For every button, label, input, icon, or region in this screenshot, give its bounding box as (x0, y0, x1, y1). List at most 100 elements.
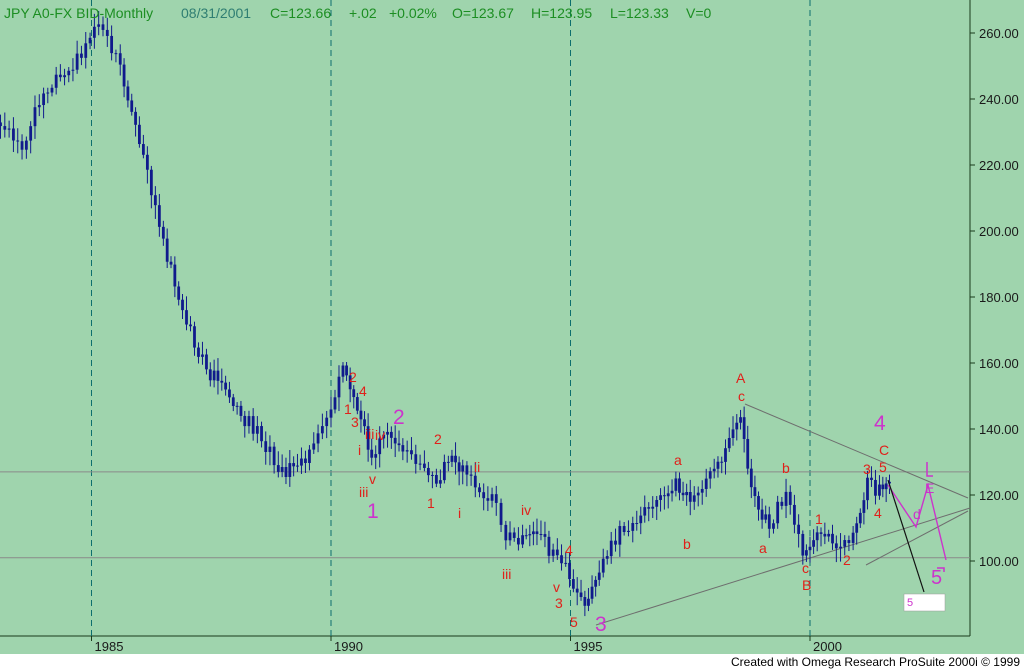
candle (735, 414, 739, 441)
wave-label: iii (365, 426, 374, 442)
plot-background (0, 0, 970, 636)
candle (288, 450, 292, 487)
wave-label-minor: d (913, 506, 921, 522)
candle (674, 471, 678, 497)
candle (662, 486, 666, 510)
wave-label: v (369, 471, 376, 487)
candle (169, 256, 173, 269)
candle (457, 456, 461, 486)
candle (405, 440, 409, 463)
candle (727, 427, 731, 452)
candle (531, 521, 535, 546)
candle (575, 577, 579, 606)
x-tick-label: 1995 (574, 639, 603, 654)
candle (461, 459, 465, 485)
candle (177, 281, 181, 306)
candle (878, 475, 881, 500)
header-date: 08/31/2001 (181, 5, 251, 21)
candle (881, 476, 885, 498)
candle (29, 121, 33, 154)
candle (465, 461, 469, 487)
wave-label: 1 (427, 495, 435, 511)
candle (805, 544, 808, 562)
credit-text: Created with Omega Research ProSuite 200… (731, 655, 1020, 669)
candle (767, 506, 771, 538)
candle (834, 535, 838, 563)
candle (33, 95, 37, 139)
candle (46, 87, 50, 104)
trend-line (744, 403, 969, 499)
candles (0, 11, 891, 617)
wave-label: i (358, 442, 361, 458)
header-symbol: JPY A0-FX BID-Monthly (4, 5, 153, 21)
y-tick-label: 180.00 (979, 290, 1019, 305)
candle (418, 454, 422, 471)
candle (386, 422, 389, 448)
candle (320, 413, 324, 440)
candle (80, 45, 83, 66)
candle (382, 431, 386, 449)
candle (454, 442, 457, 475)
candle (858, 508, 862, 528)
y-tick-label: 120.00 (979, 488, 1019, 503)
candle (666, 485, 670, 509)
candle (490, 487, 494, 508)
candle (819, 527, 823, 547)
y-tick-label: 100.00 (979, 554, 1019, 569)
candle (739, 409, 742, 430)
candle (393, 425, 397, 458)
wave-label: 3 (351, 414, 359, 430)
candle (831, 524, 834, 550)
candle (685, 483, 689, 506)
candle (374, 445, 378, 470)
header-change-pct: +0.02% (389, 5, 437, 21)
candle (442, 454, 446, 484)
candle (264, 431, 268, 465)
candle (110, 25, 114, 61)
candle (866, 470, 869, 510)
candle (839, 533, 842, 562)
candle (193, 321, 196, 356)
candle (521, 524, 524, 549)
candle (587, 588, 590, 612)
candle (280, 454, 284, 478)
candle (224, 375, 228, 396)
candle (716, 456, 720, 478)
candle (601, 548, 605, 578)
trend-line (595, 507, 971, 626)
candle (212, 359, 216, 388)
candle (42, 87, 45, 119)
bottom-panel (0, 636, 1024, 654)
candle (651, 496, 655, 518)
candle (67, 67, 71, 83)
candle (348, 367, 352, 403)
header-close: C=123.66 (270, 5, 331, 21)
candle (583, 590, 587, 617)
wave-label: c (738, 388, 745, 404)
candle (205, 348, 208, 375)
wave-label: iii (502, 566, 511, 582)
wave-label: iii (359, 484, 368, 500)
candle (20, 134, 24, 160)
candle (704, 468, 708, 497)
candle (216, 358, 220, 395)
candle (401, 438, 405, 461)
candle (312, 432, 316, 454)
projection-box-label: 5 (907, 597, 913, 609)
candle (243, 410, 247, 438)
wave-label: B (802, 577, 811, 593)
projection-lines (887, 479, 947, 593)
candle (579, 579, 583, 601)
candle (788, 485, 792, 515)
candle (692, 486, 696, 510)
candle (101, 16, 105, 37)
candle (524, 528, 528, 540)
candle (220, 368, 224, 391)
wave-labels-magenta: 2 1 3 4 d E 5 (367, 406, 942, 636)
wave-label: 1 (815, 511, 823, 527)
wave-label-major: 1 (367, 500, 379, 523)
trend-line (865, 510, 969, 566)
candle (7, 120, 11, 138)
candle (808, 536, 812, 563)
candle (63, 68, 66, 86)
